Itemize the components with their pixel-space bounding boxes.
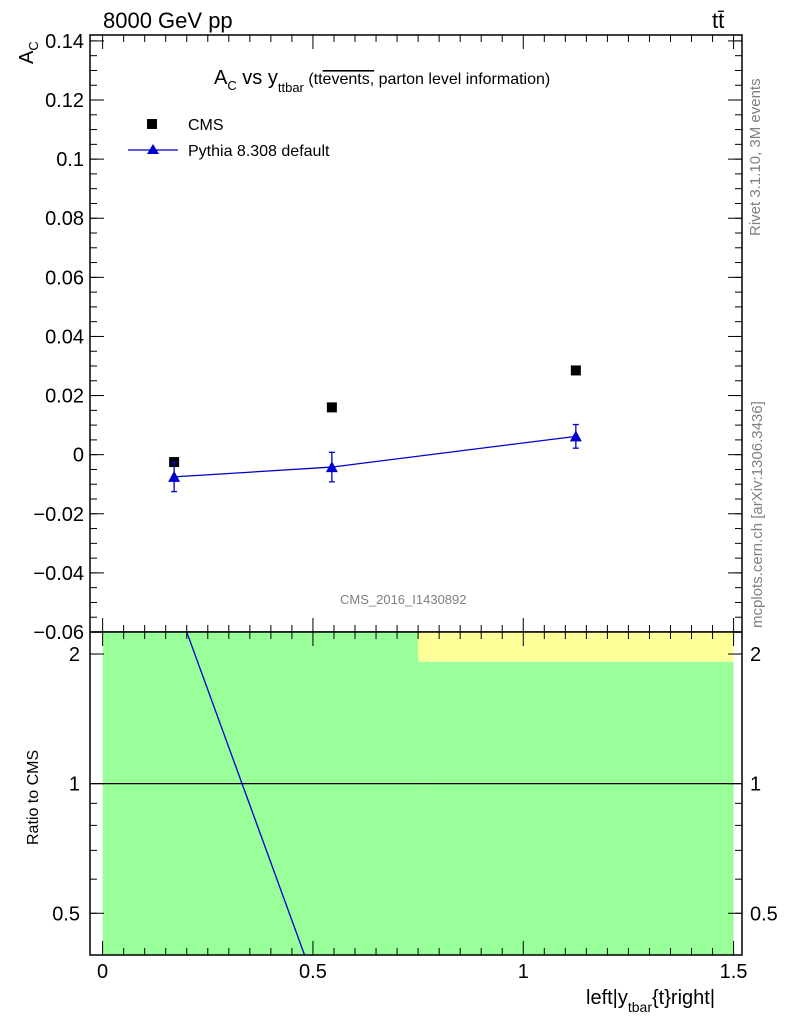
analysis-label: CMS_2016_I1430892 <box>340 592 467 607</box>
title-paren-rest: parton level information) <box>374 71 550 88</box>
x-tick-label: 0 <box>97 961 108 983</box>
main-plot-data <box>168 365 582 493</box>
legend-cms-label: CMS <box>188 117 224 134</box>
ratio-y-tick-label: 0.5 <box>52 903 80 925</box>
x-axis-label-pre: left|y <box>586 987 628 1009</box>
ratio-band <box>102 632 419 955</box>
x-axis-label: left|ytbar{t}right| <box>586 987 715 1015</box>
title-vs-sub: ttbar <box>278 80 305 95</box>
y-tick-label: −0.06 <box>33 622 84 644</box>
legend-pythia-label: Pythia 8.308 default <box>188 143 330 160</box>
y-axis-label-main: A <box>16 50 38 64</box>
x-tick-label: 0.5 <box>299 961 327 983</box>
pythia-data-point <box>325 461 338 473</box>
process-label: tt̄ <box>712 8 724 33</box>
top-y-tick-labels: 0.14 0.12 0.1 0.08 0.06 0.04 0.02 0 −0.02 −0.04 −0… <box>33 31 84 644</box>
main-plot-panel: 0.14 0.12 0.1 0.08 0.06 0.04 0.02 0 −0.02 −0.04 −0… <box>16 31 743 644</box>
plot-title: AC vs yttbar (ttevents, parton level inf… <box>214 67 550 95</box>
legend-cms-marker <box>147 119 157 129</box>
title-overline: events, <box>323 71 375 88</box>
x-axis-label-post: {t}right| <box>652 987 715 1009</box>
title-vs: vs y <box>237 67 278 89</box>
title-main-sub: C <box>227 78 236 93</box>
y-tick-label: 0 <box>73 445 84 467</box>
ratio-y-tick-label-right: 1 <box>750 774 761 796</box>
ratio-band <box>418 632 734 662</box>
pythia-data-point <box>168 470 181 482</box>
y-tick-label: 0.1 <box>56 149 84 171</box>
pythia-data-point <box>569 430 582 442</box>
x-axis-label-sub: tbar <box>628 999 652 1015</box>
y-tick-label: 0.04 <box>45 326 84 348</box>
y-tick-label: 0.14 <box>45 31 84 53</box>
y-tick-label: −0.04 <box>33 563 84 585</box>
bottom-tick-marks <box>90 632 742 955</box>
ratio-plot-data <box>90 631 742 956</box>
y-tick-label: 0.06 <box>45 267 84 289</box>
ratio-y-tick-label: 1 <box>69 774 80 796</box>
cms-data-point <box>326 402 337 413</box>
x-tick-label: 1.5 <box>720 961 748 983</box>
title-paren-open: (tt <box>304 71 323 88</box>
main-y-axis-label: AC <box>16 41 41 64</box>
pythia-line <box>174 435 576 478</box>
y-tick-label: −0.02 <box>33 504 84 526</box>
pythia-ratio-line <box>186 631 306 956</box>
ratio-band <box>418 661 734 955</box>
x-tick-label: 1 <box>518 961 529 983</box>
legend: CMS Pythia 8.308 default <box>128 117 330 160</box>
ratio-plot-panel: 2 2 1 1 0.5 0.5 0 0.5 1 1.5 Ratio to CMS left|ytb… <box>25 631 778 1015</box>
energy-label: 8000 GeV pp <box>103 8 233 33</box>
rivet-label: Rivet 3.1.10, 3M events <box>747 78 764 236</box>
y-axis-label-sub: C <box>26 41 41 50</box>
bottom-tick-labels: 2 2 1 1 0.5 0.5 0 0.5 1 1.5 <box>52 644 778 983</box>
ratio-y-axis-label: Ratio to CMS <box>25 750 42 845</box>
y-tick-label: 0.12 <box>45 90 84 112</box>
ratio-y-tick-label: 2 <box>69 644 80 666</box>
ratio-y-tick-label-right: 2 <box>750 644 761 666</box>
ratio-y-tick-label-right: 0.5 <box>750 903 778 925</box>
mcplots-label: mcplots.cern.ch [arXiv:1306.3436] <box>749 401 766 628</box>
y-tick-label: 0.08 <box>45 208 84 230</box>
legend-pythia-marker <box>147 144 159 154</box>
ratio-uncertainty-bands <box>102 632 734 955</box>
ratio-plot-frame <box>89 631 743 956</box>
title-main: A <box>214 67 228 89</box>
y-tick-label: 0.02 <box>45 386 84 408</box>
cms-data-point <box>570 365 581 376</box>
